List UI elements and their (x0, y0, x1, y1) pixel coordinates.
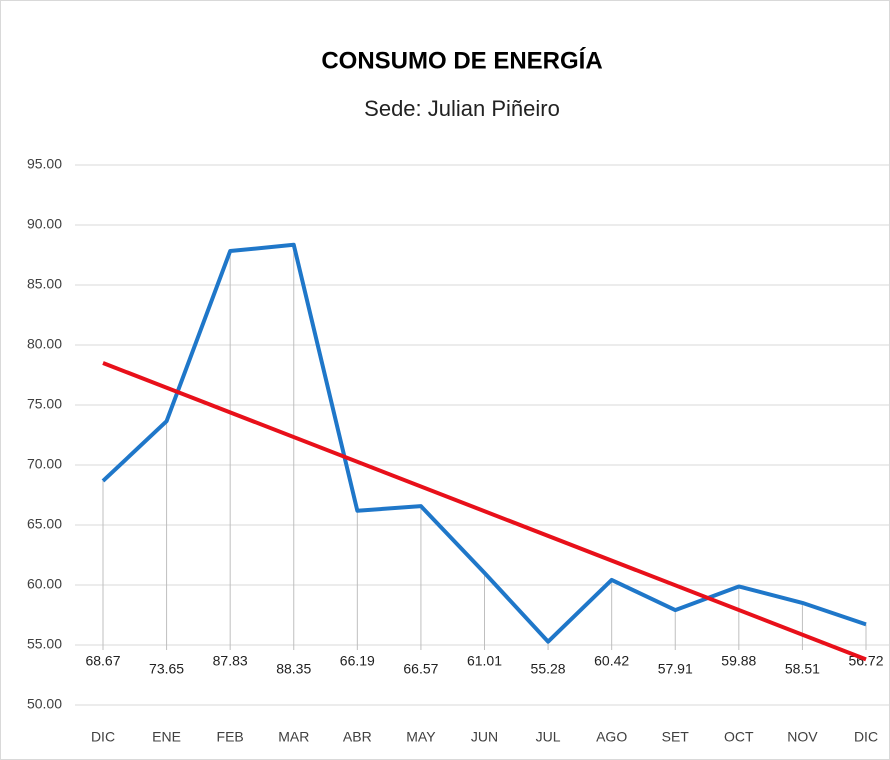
data-label: 68.67 (85, 653, 120, 669)
x-tick-label: AGO (596, 729, 627, 745)
x-tick-label: FEB (217, 729, 244, 745)
x-tick-label: JUN (471, 729, 498, 745)
x-tick-label: JUL (536, 729, 561, 745)
y-tick-label: 75.00 (27, 396, 62, 412)
x-tick-label: NOV (787, 729, 818, 745)
data-label: 55.28 (531, 661, 566, 677)
chart-title: CONSUMO DE ENERGÍA (321, 46, 602, 74)
y-tick-label: 70.00 (27, 456, 62, 472)
x-tick-label: SET (662, 729, 690, 745)
trend-line (102, 361, 867, 662)
data-label: 88.35 (276, 661, 311, 677)
x-tick-label: DIC (91, 729, 115, 745)
data-label: 73.65 (149, 661, 184, 677)
data-label: 66.19 (340, 653, 375, 669)
data-label: 61.01 (467, 653, 502, 669)
x-tick-label: MAR (278, 729, 309, 745)
y-tick-label: 55.00 (27, 636, 62, 652)
data-label: 57.91 (658, 661, 693, 677)
chart-subtitle: Sede: Julian Piñeiro (364, 96, 560, 121)
data-label: 66.57 (403, 661, 438, 677)
y-tick-label: 90.00 (27, 216, 62, 232)
y-tick-label: 50.00 (27, 696, 62, 712)
data-label: 58.51 (785, 661, 820, 677)
y-tick-label: 80.00 (27, 336, 62, 352)
series-line (101, 242, 867, 644)
x-tick-label: MAY (406, 729, 436, 745)
x-tick-label: ABR (343, 729, 372, 745)
data-label: 87.83 (213, 653, 248, 669)
x-tick-label: ENE (152, 729, 181, 745)
data-label: 60.42 (594, 653, 629, 669)
y-tick-label: 65.00 (27, 516, 62, 532)
x-tick-label: OCT (724, 729, 754, 745)
data-label: 59.88 (721, 653, 756, 669)
y-tick-label: 60.00 (27, 576, 62, 592)
y-tick-label: 95.00 (27, 156, 62, 172)
y-tick-label: 85.00 (27, 276, 62, 292)
x-tick-label: DIC (854, 729, 878, 745)
